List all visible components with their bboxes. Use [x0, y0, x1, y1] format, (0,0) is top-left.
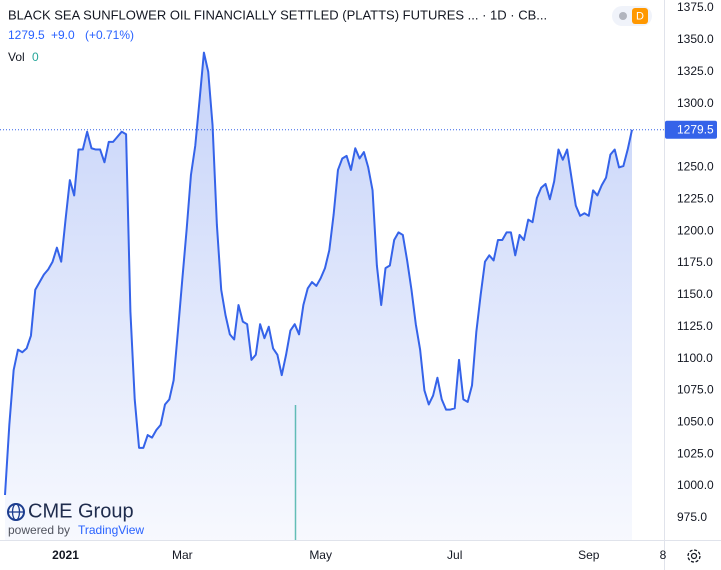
gear-outer[interactable] — [687, 549, 701, 563]
y-tick-label: 1100.0 — [677, 351, 713, 365]
y-tick-label: 1050.0 — [677, 415, 714, 429]
y-tick-label: 1025.0 — [677, 446, 714, 460]
last-price-tag — [665, 120, 717, 139]
chart-title: BLACK SEA SUNFLOWER OIL FINANCIALLY SETT… — [8, 7, 547, 22]
price-change-percent: (+0.71%) — [85, 28, 134, 42]
line — [4, 51, 633, 496]
y-tick-label: 1325.0 — [677, 64, 714, 78]
y-tick-label: 1225.0 — [677, 191, 714, 205]
y-tick-label: 1350.0 — [677, 32, 714, 46]
x-tick-label: Jul — [447, 548, 462, 562]
x-tick-label: Sep — [578, 548, 600, 562]
x-tick-label: 8 — [660, 548, 667, 562]
badge-box — [632, 8, 648, 24]
volume-value: 0 — [32, 50, 39, 64]
y-tick-label: 1200.0 — [677, 223, 714, 237]
y-tick-label: 1075.0 — [677, 383, 714, 397]
logo-text: CME Group — [28, 500, 134, 522]
y-tick-label: 975.0 — [677, 510, 707, 524]
badge: D — [612, 6, 652, 26]
badge-text: D — [636, 10, 644, 22]
x-tick-label: May — [309, 548, 332, 562]
powered-by-brand: TradingView — [78, 523, 144, 537]
axes: 975.0 1000.0 1025.0 1050.0 1075.0 1100.0 1125.… — [52, 0, 717, 562]
y-tick-label: 1300.0 — [677, 96, 714, 110]
area — [5, 52, 632, 541]
x-tick-label: Mar — [172, 548, 193, 562]
y-tick-label: 1250.0 — [677, 160, 714, 174]
volume-label: Vol — [8, 50, 25, 64]
y-tick-label: 1000.0 — [677, 478, 714, 492]
y-tick-label: 1125.0 — [677, 319, 713, 333]
y-tick-label: 1150.0 — [677, 287, 713, 301]
price-change: +9.0 — [51, 28, 75, 42]
badge-dot — [619, 12, 627, 20]
plot-area — [0, 51, 664, 541]
powered-by: powered by — [8, 523, 70, 537]
y-tick-label: 1175.0 — [677, 255, 713, 269]
y-tick-label: 1375.0 — [677, 0, 714, 14]
last-price-tag-label: 1279.5 — [677, 122, 714, 136]
x-tick-label: 2021 — [52, 548, 79, 562]
logo: CME Group powered by TradingView — [7, 500, 144, 537]
settings-icon[interactable] — [687, 549, 701, 563]
last-price: 1279.5 — [8, 28, 45, 42]
gear-inner[interactable] — [690, 552, 698, 560]
